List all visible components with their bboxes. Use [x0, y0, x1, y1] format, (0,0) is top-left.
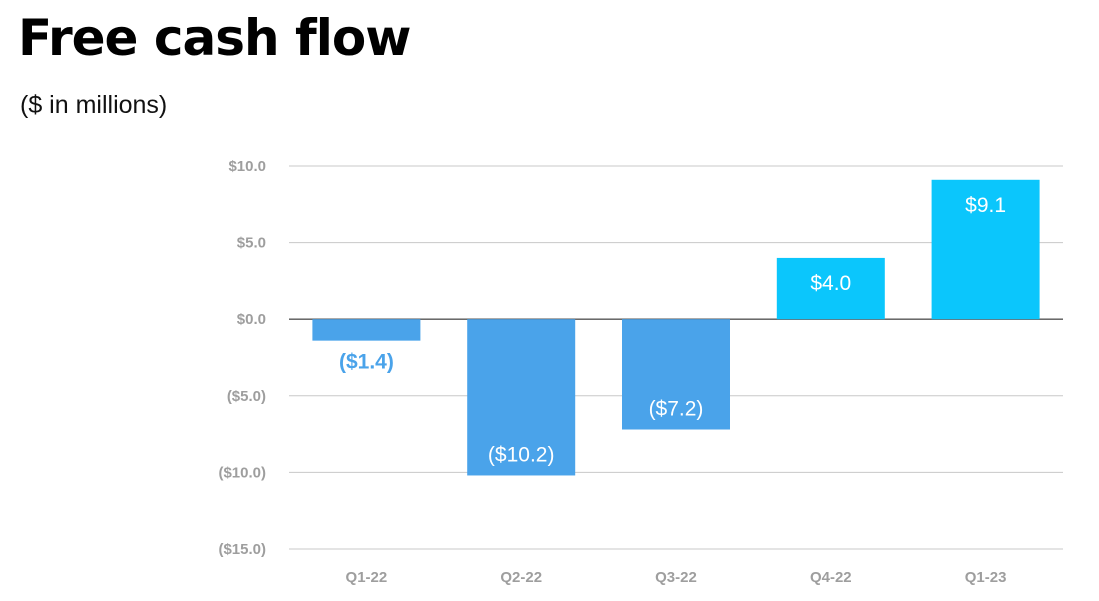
data-label: $9.1 — [965, 194, 1006, 217]
bar — [931, 179, 1040, 320]
chart-subtitle: ($ in millions) — [20, 91, 168, 119]
x-tick-label: Q1-23 — [965, 569, 1007, 586]
data-label: ($1.4) — [339, 351, 394, 374]
data-label: ($10.2) — [488, 443, 555, 466]
y-tick-label: $10.0 — [228, 158, 266, 175]
bar — [312, 319, 421, 341]
data-label: $4.0 — [810, 272, 851, 295]
chart-title: Free cash flow — [18, 9, 411, 67]
x-tick-label: Q3-22 — [655, 569, 697, 586]
y-tick-label: $0.0 — [237, 311, 266, 328]
y-tick-label: ($10.0) — [218, 464, 266, 481]
y-tick-label: ($15.0) — [218, 541, 266, 558]
data-label: ($7.2) — [649, 398, 704, 421]
y-tick-label: ($5.0) — [227, 388, 266, 405]
bar — [467, 319, 576, 476]
x-tick-label: Q4-22 — [810, 569, 852, 586]
bar — [776, 257, 885, 320]
bar — [622, 319, 730, 430]
y-tick-label: $5.0 — [237, 235, 266, 252]
x-tick-label: Q2-22 — [500, 569, 542, 586]
x-tick-label: Q1-22 — [346, 569, 388, 586]
